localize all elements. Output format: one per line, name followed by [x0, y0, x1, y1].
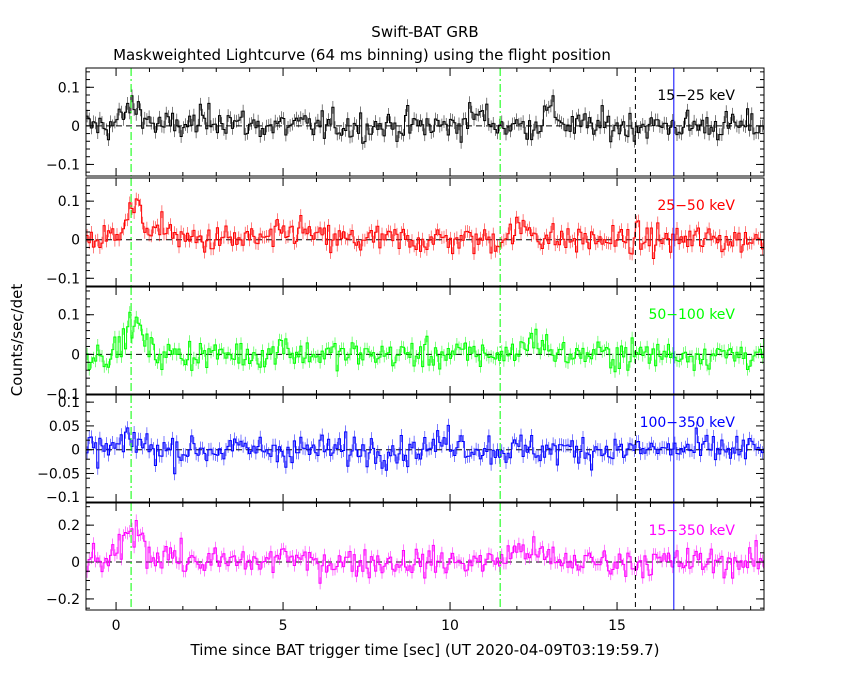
y-tick-label: 0.1	[58, 308, 80, 324]
y-tick-label: 0	[71, 119, 80, 135]
y-tick-label: 0	[71, 347, 80, 363]
panel-frame	[85, 394, 765, 503]
y-tick-label: 0.1	[58, 194, 80, 210]
y-tick-label: −0.1	[46, 271, 80, 287]
y-tick-label: −0.1	[46, 157, 80, 173]
y-tick-label: 0	[71, 443, 80, 459]
x-tick-label: 15	[608, 618, 626, 634]
series-line	[86, 198, 765, 259]
y-tick-label: −0.1	[46, 387, 80, 403]
y-tick-label: 0.2	[58, 518, 80, 534]
band-label: 100−350 keV	[640, 415, 736, 431]
y-tick-label: 0.1	[58, 80, 80, 96]
panel-frame	[85, 502, 765, 611]
panel-15-25-kev: 0.1 0 −0.1 15−25 keV	[46, 67, 765, 177]
y-tick-label: 0	[71, 555, 80, 571]
panel-100-350-kev: 0.1 0.05 0 −0.05 −0.1 100−350 keV	[37, 394, 765, 506]
panels-group: 0.1 0 −0.1 15−25 keV 0.1 0 −0.1 25−50 keV 0.1 0 −0…	[37, 67, 765, 634]
y-tick-label: −0.2	[46, 592, 80, 608]
band-label: 15−25 keV	[657, 88, 735, 104]
x-tick-label: 5	[279, 618, 288, 634]
y-tick-label: 0.05	[49, 419, 80, 435]
y-tick-label: 0	[71, 233, 80, 249]
series-line	[86, 95, 765, 144]
panel-frame	[85, 67, 765, 177]
x-tick-label: 10	[441, 618, 459, 634]
y-tick-label: −0.1	[46, 490, 80, 506]
series-line	[86, 311, 765, 373]
y-tick-label: −0.05	[37, 466, 80, 482]
series-line	[86, 424, 765, 475]
series-line	[86, 520, 765, 584]
band-label: 25−50 keV	[657, 198, 735, 214]
band-label: 15−350 keV	[648, 523, 735, 539]
panel-15-350-kev: 0.2 0 −0.2 15−350 keV	[46, 502, 765, 611]
chart-subtitle: Maskweighted Lightcurve (64 ms binning) …	[113, 46, 611, 64]
y-axis-label: Counts/sec/det	[8, 284, 26, 397]
x-tick-label: 0	[112, 618, 121, 634]
chart-title: Swift-BAT GRB	[371, 23, 478, 41]
band-label: 50−100 keV	[648, 307, 735, 323]
panel-frame	[85, 286, 765, 395]
panel-50-100-kev: 0.1 0 −0.1 50−100 keV	[46, 286, 765, 403]
y-tick-label: 0.1	[58, 395, 80, 411]
panel-25-50-kev: 0.1 0 −0.1 25−50 keV	[46, 177, 765, 287]
x-axis-label: Time since BAT trigger time [sec] (UT 20…	[190, 641, 660, 659]
